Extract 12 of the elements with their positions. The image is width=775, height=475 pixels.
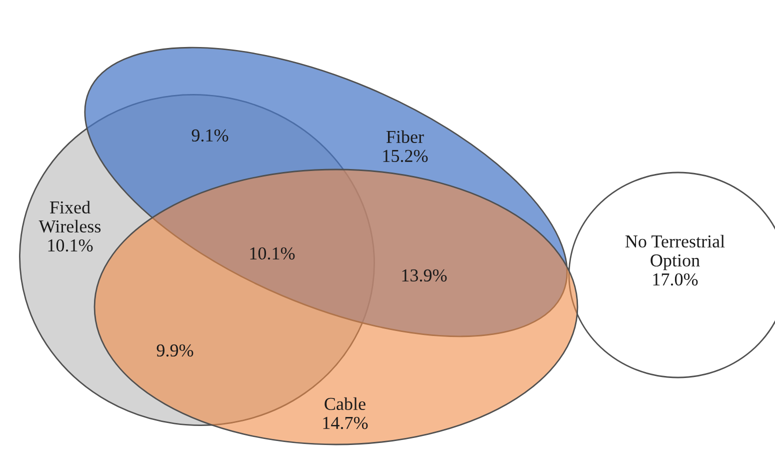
text: 13.9% (402, 269, 447, 282)
category-label: Cable (324, 397, 366, 410)
category-label: Fixed Wireless (38, 200, 101, 233)
category-label: No Terrestrial Option (625, 234, 725, 270)
category-label: Fiber (386, 130, 424, 144)
text: 10.1% (250, 247, 295, 260)
data-label: 17.0% (653, 273, 698, 286)
data-label: 14.7% (323, 416, 368, 430)
data-label: 10.1% (48, 239, 93, 252)
text: 9.9% (156, 344, 194, 357)
text: 9.1% (192, 129, 228, 142)
data-label: 15.2% (383, 150, 428, 162)
